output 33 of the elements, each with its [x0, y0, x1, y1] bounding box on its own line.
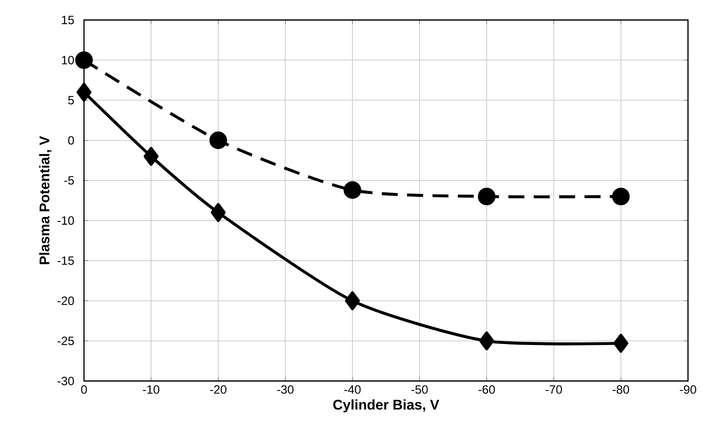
- point: [612, 188, 630, 206]
- y-tick-label: 5: [68, 96, 74, 104]
- y-tick-label: -10: [58, 216, 74, 225]
- x-tick-label: -20: [210, 385, 226, 394]
- point: [76, 82, 92, 102]
- x-tick-label: -90: [680, 385, 696, 394]
- point: [613, 334, 628, 353]
- x-axis-title: Cylinder Bias, V: [333, 399, 440, 412]
- y-tick-label: 0: [68, 136, 74, 145]
- y-tick-label: -20: [58, 296, 74, 306]
- x-tick-label: -10: [142, 385, 160, 394]
- y-tick-label: -15: [58, 256, 74, 265]
- x-tick-label: -80: [612, 385, 630, 394]
- x-tick-label: -40: [344, 385, 361, 394]
- x-tick-label: -60: [478, 385, 495, 394]
- x-tick-label: -50: [411, 385, 428, 394]
- point: [144, 146, 159, 166]
- y-axis-title: Plasma Potential, V: [39, 136, 52, 264]
- point: [75, 51, 93, 69]
- y-tick-label: -25: [58, 336, 74, 346]
- x-tick-label: 0: [81, 385, 87, 394]
- point: [209, 132, 228, 150]
- point: [478, 188, 496, 206]
- x-tick-label: -30: [277, 385, 294, 394]
- point: [344, 181, 362, 199]
- point: [479, 331, 494, 350]
- point: [210, 203, 226, 222]
- y-tick-label: 15: [62, 16, 74, 24]
- y-tick-label: -5: [64, 176, 74, 185]
- point: [344, 291, 360, 310]
- x-tick-label: -70: [546, 385, 562, 394]
- y-tick-label: -30: [58, 376, 74, 386]
- y-tick-label: 10: [62, 56, 74, 64]
